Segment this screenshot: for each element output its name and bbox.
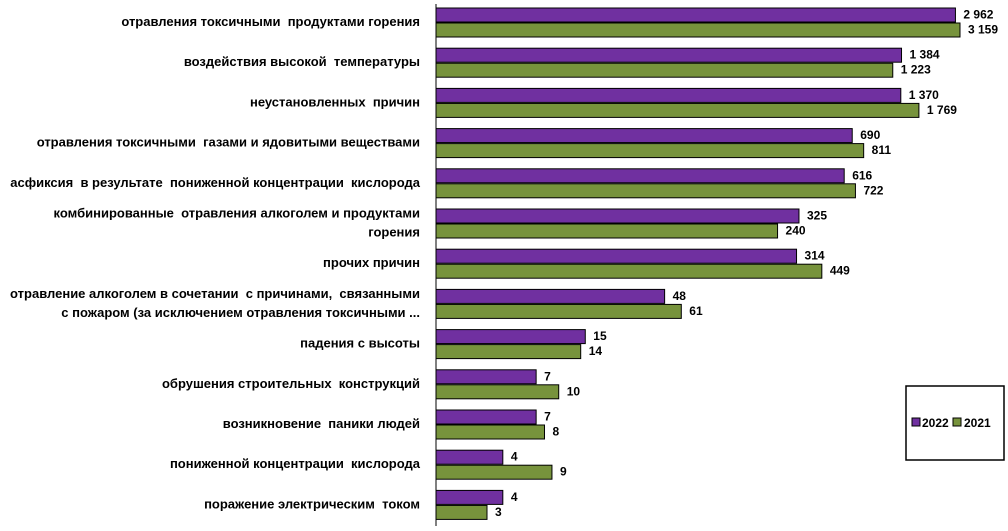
- legend-label-2022: 2022: [922, 416, 949, 430]
- bar-2022-6: [435, 248, 798, 264]
- legend: 2022 2021: [905, 385, 1005, 461]
- category-label-10: возникновение паники людей: [223, 416, 420, 431]
- bar-2021-5: [435, 223, 779, 239]
- value-label-2022-8: 15: [593, 329, 607, 343]
- value-label-2022-0: 2 962: [963, 8, 993, 22]
- bar-2021-1: [435, 62, 894, 78]
- value-label-2021-12: 3: [495, 505, 502, 519]
- value-label-2021-1: 1 223: [901, 63, 931, 77]
- bar-2022-0: [435, 7, 956, 23]
- value-label-2022-7: 48: [673, 289, 687, 303]
- category-label-5-line-1: горения: [368, 225, 420, 240]
- value-label-2021-10: 8: [552, 425, 559, 439]
- value-label-2022-6: 314: [805, 249, 825, 263]
- bar-2021-7: [435, 303, 682, 319]
- bar-2021-11: [435, 464, 553, 480]
- value-label-2022-12: 4: [511, 490, 518, 504]
- legend-swatch-2022: [911, 417, 921, 427]
- category-label-0: отравления токсичными продуктами горения: [121, 14, 420, 29]
- value-label-2022-10: 7: [544, 410, 551, 424]
- value-label-2022-11: 4: [511, 450, 518, 464]
- value-label-2021-8: 14: [589, 344, 603, 358]
- value-label-2022-2: 1 370: [909, 88, 939, 102]
- value-label-2021-5: 240: [786, 224, 806, 238]
- bar-2022-8: [435, 329, 586, 345]
- bars-layer: [435, 7, 961, 520]
- bar-2022-10: [435, 409, 537, 425]
- category-label-12: поражение электрическим током: [204, 496, 420, 511]
- value-label-2021-2: 1 769: [927, 103, 957, 117]
- bar-2022-12: [435, 489, 504, 505]
- bar-2021-6: [435, 263, 823, 279]
- category-label-11: пониженной концентрации кислорода: [170, 456, 421, 471]
- bar-2022-9: [435, 369, 537, 385]
- bar-2022-4: [435, 168, 845, 184]
- bar-2021-2: [435, 102, 920, 118]
- category-label-8: падения с высоты: [300, 336, 420, 351]
- bar-2022-1: [435, 47, 903, 63]
- value-label-2021-0: 3 159: [968, 23, 998, 37]
- category-label-7-line-1: с пожаром (за исключением отравления ток…: [61, 305, 420, 320]
- category-label-5-line-0: комбинированные отравления алкоголем и п…: [54, 206, 420, 221]
- category-label-3: отравления токсичными газами и ядовитыми…: [37, 135, 420, 150]
- bar-2021-9: [435, 384, 560, 400]
- bar-2022-7: [435, 288, 666, 304]
- value-label-2022-3: 690: [860, 128, 880, 142]
- value-label-2021-9: 10: [567, 384, 581, 398]
- category-label-4: асфиксия в результате пониженной концент…: [10, 175, 421, 190]
- value-label-2021-11: 9: [560, 465, 567, 479]
- value-label-2022-4: 616: [852, 168, 872, 182]
- bar-2021-10: [435, 424, 545, 440]
- category-labels: отравления токсичными продуктами горения…: [10, 14, 421, 511]
- value-label-2022-5: 325: [807, 209, 827, 223]
- bar-2021-4: [435, 183, 856, 199]
- category-label-9: обрушения строительных конструкций: [162, 376, 420, 391]
- bar-2021-0: [435, 22, 961, 38]
- legend-swatch-2021: [952, 417, 962, 427]
- bar-2022-2: [435, 87, 902, 103]
- bar-2021-8: [435, 344, 582, 360]
- value-label-2021-3: 811: [872, 143, 892, 157]
- category-label-2: неустановленных причин: [250, 94, 420, 109]
- bar-2022-11: [435, 449, 504, 465]
- value-label-2021-4: 722: [863, 183, 883, 197]
- legend-label-2021: 2021: [964, 416, 991, 430]
- bar-2022-5: [435, 208, 800, 224]
- category-label-7-line-0: отравление алкоголем в сочетании с причи…: [10, 286, 420, 301]
- category-label-1: воздействия высокой температуры: [184, 54, 420, 69]
- value-label-2021-7: 61: [689, 304, 703, 318]
- bar-2021-3: [435, 143, 865, 159]
- value-label-2022-9: 7: [544, 369, 551, 383]
- bar-2021-12: [435, 504, 488, 520]
- value-label-2022-1: 1 384: [910, 48, 940, 62]
- bar-2022-3: [435, 128, 853, 144]
- value-label-2021-6: 449: [830, 264, 850, 278]
- category-label-6: прочих причин: [323, 255, 420, 270]
